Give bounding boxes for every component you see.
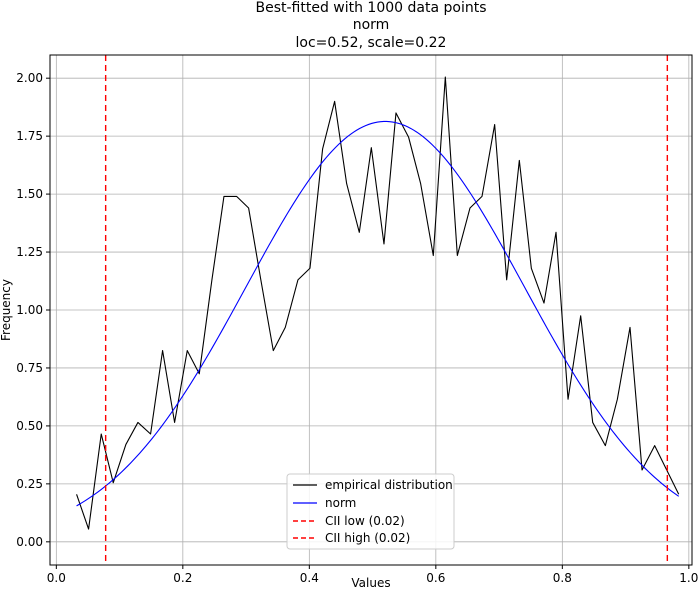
legend-label-empirical: empirical distribution [325,478,453,492]
y-tick-label: 0.50 [16,419,43,433]
y-tick-label: 1.75 [16,129,43,143]
x-axis-label: Values [351,576,390,590]
x-tick-label: 0.2 [173,571,192,585]
y-tick-label: 2.00 [16,71,43,85]
x-tick-label: 0.6 [426,571,445,585]
y-tick-label: 1.50 [16,187,43,201]
y-tick-label: 1.25 [16,245,43,259]
x-tick-label: 0.4 [300,571,319,585]
norm-fit-curve [76,120,680,507]
chart-title-line-3: loc=0.52, scale=0.22 [296,35,447,51]
legend-box [286,473,455,550]
y-tick-label: 0.00 [16,535,43,549]
y-tick-label: 0.25 [16,477,43,491]
y-tick-label: 0.75 [16,361,43,375]
y-axis-label: Frequency [0,279,13,341]
chart-title-line-1: Best-fitted with 1000 data points [255,0,486,16]
legend: empirical distribution norm CII low (0.0… [286,473,455,550]
legend-label-norm: norm [325,496,356,510]
empirical-distribution-line [76,76,680,530]
x-tick-label: 0.8 [553,571,572,585]
axis-ticks: 0.0 0.2 0.4 0.6 0.8 1.0 0.00 0.25 0.50 0.75 1.00 1.… [16,71,698,585]
x-tick-label: 0.0 [47,571,66,585]
grid-lines [50,55,692,565]
plot-area [76,55,680,565]
y-tick-label: 1.00 [16,303,43,317]
chart-title-line-2: norm [353,17,390,33]
legend-label-cii-high: CII high (0.02) [325,531,410,545]
legend-label-cii-low: CII low (0.02) [325,514,405,528]
x-tick-label: 1.0 [679,571,698,585]
